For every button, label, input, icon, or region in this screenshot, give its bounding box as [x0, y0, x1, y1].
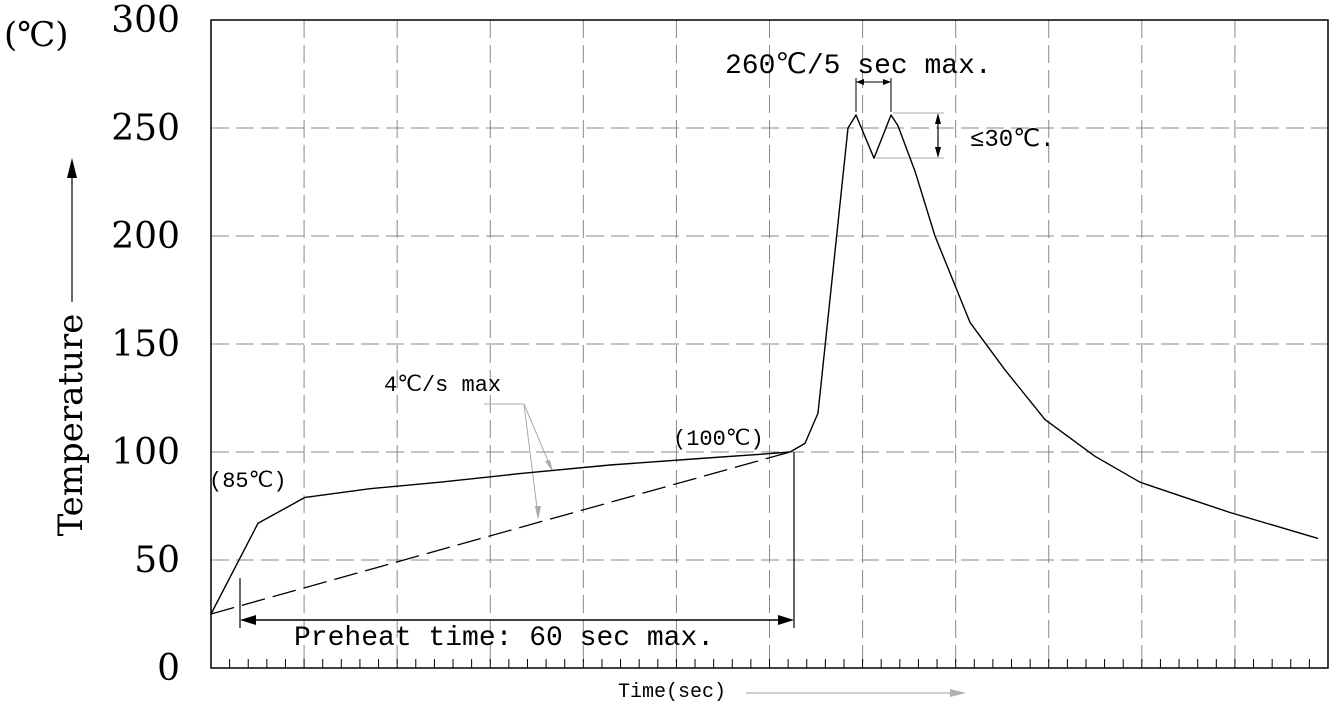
plot-frame	[210, 19, 1329, 669]
y-tick-label: 50	[134, 540, 180, 581]
annotation-peak: 260℃/5 sec max.	[725, 51, 992, 82]
annotation-start-point: (85℃)	[209, 469, 287, 494]
leader-arrow-solid	[545, 460, 553, 472]
annotation-dip: ≤30℃.	[970, 127, 1055, 154]
dip-arrow-bottom	[935, 147, 941, 158]
y-axis-label: Temperature	[51, 314, 91, 537]
y-tick-label: 250	[111, 108, 180, 149]
x-axis-label: Time(sec)	[618, 681, 726, 704]
dimension-marks	[239, 78, 944, 628]
y-tick-label: 150	[111, 324, 180, 365]
y-axis-arrow-head	[67, 158, 77, 178]
preheat-arrow-right	[778, 615, 794, 625]
peak-arrow-right	[883, 79, 891, 85]
grid-lines	[211, 20, 1328, 668]
y-tick-label: 300	[111, 0, 180, 41]
dashed-ramp-line	[210, 451, 791, 615]
y-tick-label: 200	[111, 216, 180, 257]
y-tick-label: 100	[111, 432, 180, 473]
y-tick-label: 0	[157, 648, 180, 689]
y-tick-labels: 0 50 100 150 200 250 300	[111, 0, 180, 689]
leader-arrow-dashed	[535, 506, 541, 520]
leader-line-to-dashed	[523, 403, 539, 517]
annotation-ramp-rate: 4℃/s max	[384, 373, 501, 398]
unit-label: (℃)	[4, 15, 69, 55]
x-minor-ticks	[229, 659, 1329, 668]
x-axis-arrow-head	[950, 689, 966, 697]
annotation-preheat-time: Preheat time: 60 sec max.	[294, 623, 714, 654]
leader-line-to-solid	[523, 403, 552, 469]
dip-arrow-top	[935, 113, 941, 124]
peak-arrow-left	[856, 79, 864, 85]
annotation-preheat-end: (100℃)	[673, 427, 764, 452]
reflow-profile-line	[210, 114, 1319, 615]
preheat-arrow-left	[240, 615, 256, 625]
